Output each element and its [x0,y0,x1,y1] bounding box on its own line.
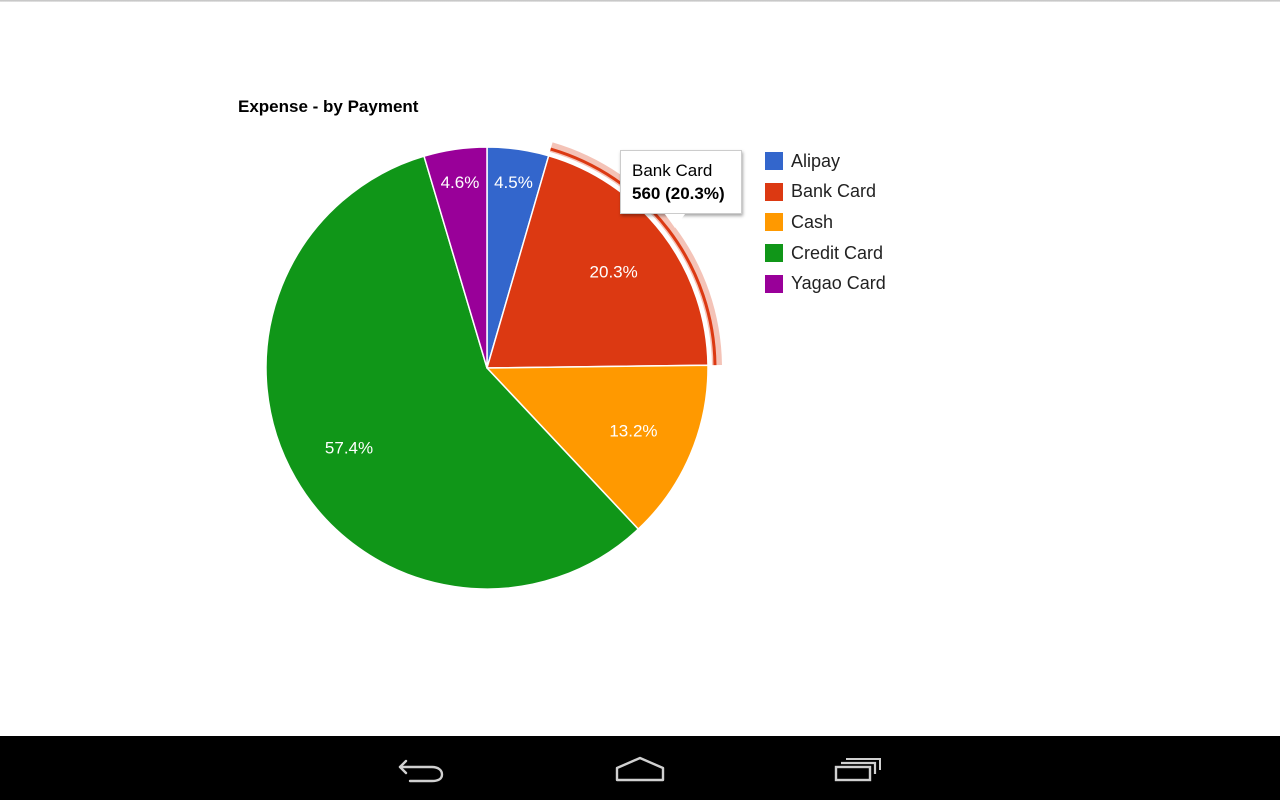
home-icon [615,756,665,782]
recent-apps-button[interactable] [828,750,888,786]
recent-apps-icon [834,758,881,782]
tooltip-tail [665,214,685,228]
legend-label-alipay: Alipay [791,150,841,171]
tooltip-title: Bank Card [632,161,713,180]
legend-swatch-alipay [765,152,783,171]
legend-label-bank-card: Bank Card [791,181,877,202]
legend-swatch-credit-card [765,244,783,263]
legend-swatch-cash [765,213,783,232]
pie-slice-cash[interactable] [486,364,709,530]
slice-label-credit-card: 57.4% [325,438,373,457]
legend-item-bank-card[interactable]: Bank Card [765,177,886,208]
legend-label-cash: Cash [791,211,834,232]
legend-item-alipay[interactable]: Alipay [765,146,886,177]
slice-label-cash: 13.2% [609,421,657,440]
pie-slice-credit-card[interactable] [265,155,640,590]
pie-chart: 4.5% 20.3% 13.2% 57.4% 4.6% [265,142,722,590]
legend-item-yagao-card[interactable]: Yagao Card [765,268,886,299]
home-button[interactable] [610,750,670,786]
top-edge [0,0,1280,2]
legend-item-cash[interactable]: Cash [765,207,886,238]
back-icon [398,759,444,783]
legend-label-yagao-card: Yagao Card [791,273,886,294]
back-button[interactable] [394,750,454,786]
chart-title: Expense - by Payment [238,97,419,116]
slice-label-yagao-card: 4.6% [441,173,480,192]
legend-swatch-yagao-card [765,274,783,293]
legend-swatch-bank-card [765,182,783,201]
tooltip-value: 560 (20.3%) [632,184,725,203]
legend-item-credit-card[interactable]: Credit Card [765,238,886,269]
pie-slice-yagao-card[interactable] [423,146,488,369]
legend-label-credit-card: Credit Card [791,242,884,263]
chart-legend: Alipay Bank Card Cash Credit Card Yagao … [765,146,886,299]
chart-tooltip: Bank Card 560 (20.3%) [620,150,742,228]
slice-label-alipay: 4.5% [494,173,533,192]
pie-slice-bank-card[interactable] [486,155,709,369]
navigation-bar [0,736,1280,800]
slice-highlight-arc [550,147,717,366]
slice-label-bank-card: 20.3% [590,263,638,282]
